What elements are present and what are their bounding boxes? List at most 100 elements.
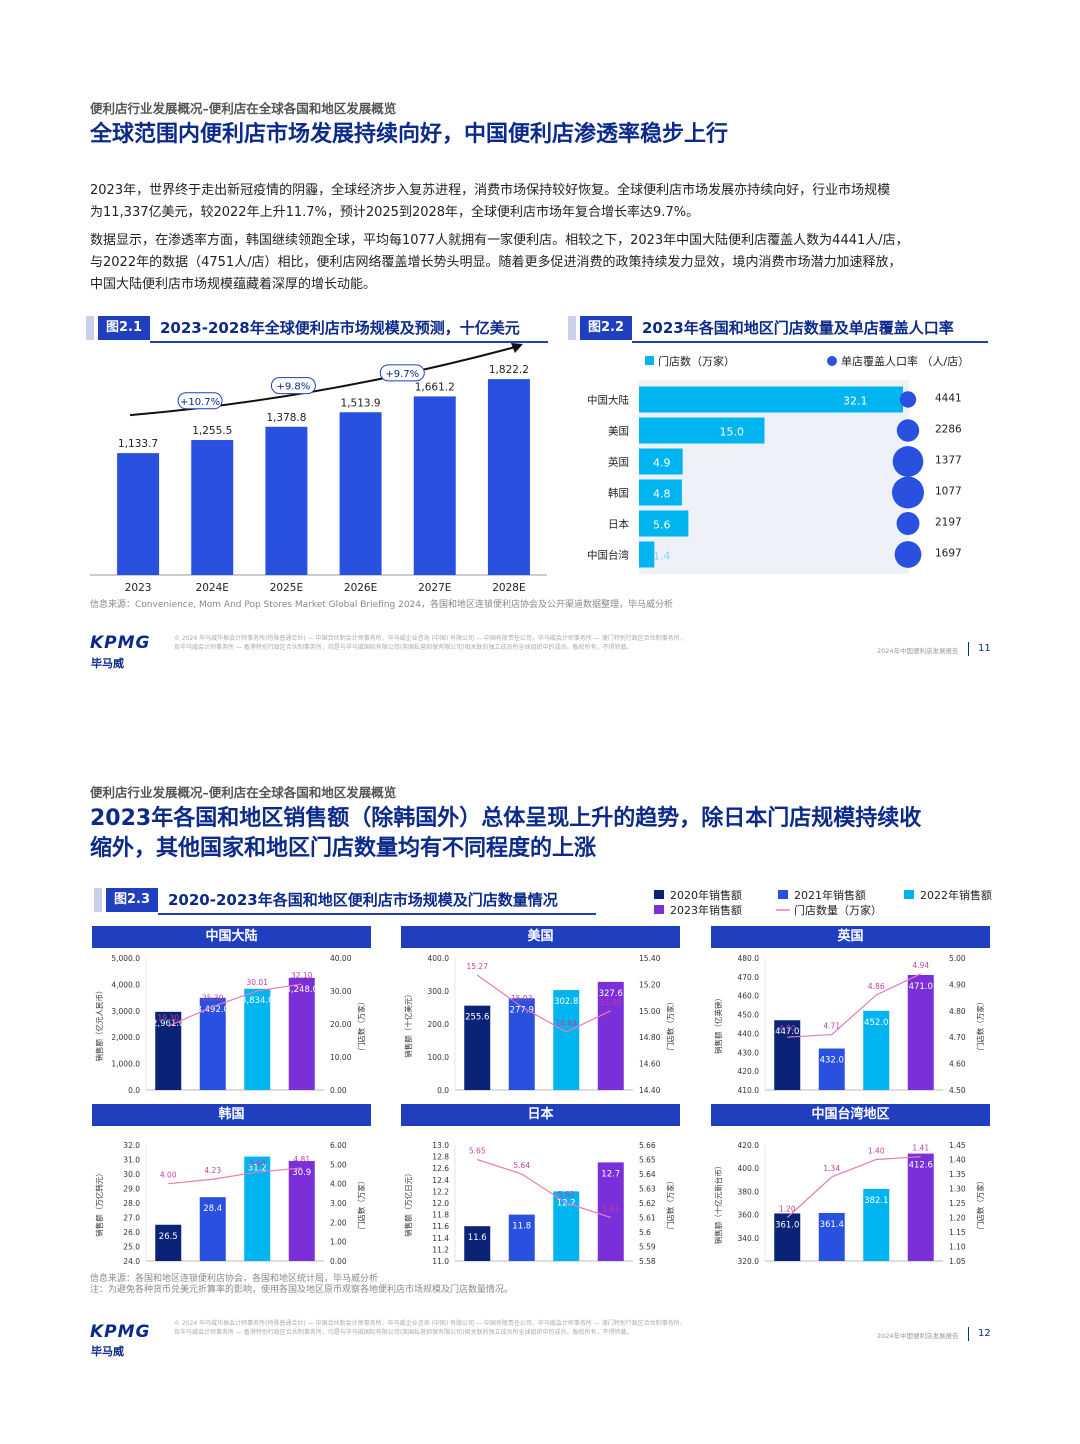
panel-bar-3-1 — [199, 1197, 226, 1261]
panel-y2tick-1-4: 15.20 — [639, 980, 661, 989]
fig22-store-label-1: 15.0 — [719, 426, 744, 439]
panel-bar-5-3 — [907, 1153, 934, 1261]
panel-ytick-3-5: 29.0 — [123, 1185, 140, 1194]
panel-ytick-2-5: 460.0 — [738, 992, 760, 1001]
panel-ytick-3-7: 31.0 — [123, 1156, 140, 1165]
panel-sales-label-5-3: 412.6 — [909, 1161, 933, 1171]
panel-sales-label-2-3: 471.0 — [909, 982, 933, 992]
panel-y2tick-2-0: 4.50 — [949, 1086, 966, 1095]
panel-ytick-5-1: 340.0 — [738, 1234, 760, 1243]
fig23-tag-label: 图2.3 — [106, 888, 158, 912]
fig23-title: 2020-2023年各国和地区便利店市场规模及门店数量情况 — [168, 891, 558, 909]
panel-y2tick-3-3: 3.00 — [330, 1199, 347, 1208]
fig21-x-label-2: 2025E — [270, 582, 303, 594]
fig22-coverage-dot-4 — [896, 512, 920, 535]
panel-ytick-4-7: 12.4 — [432, 1176, 449, 1185]
panel-ytick-3-3: 27.0 — [123, 1214, 140, 1223]
fig23-tag: 图2.3 2020-2023年各国和地区便利店市场规模及门店数量情况 — [106, 888, 606, 915]
panel-store-label-0-2: 30.01 — [247, 978, 269, 987]
panel-y2tick-5-2: 1.15 — [949, 1228, 966, 1237]
panel-y2tick-1-2: 14.80 — [639, 1033, 661, 1042]
panel-ytick-5-0: 320.0 — [738, 1257, 760, 1266]
para2-line3: 中国大陆便利店市场规模蕴藏着深厚的增长动能。 — [90, 277, 377, 292]
fig22-coverage-label-0: 4441 — [935, 393, 962, 405]
panel-ytick-0-5: 5,000.0 — [111, 954, 140, 963]
panel-chart-china: 0.0 1,000.0 2,000.0 3,000.0 4,000.0 5,000.0 0.… — [94, 954, 366, 1095]
panel-sales-label-5-2: 382.1 — [864, 1196, 888, 1206]
panel-store-label-2-1: 4.71 — [823, 1022, 840, 1031]
panel-ytick-1-1: 100.0 — [428, 1053, 450, 1062]
panel-y2tick-2-2: 4.70 — [949, 1033, 966, 1042]
panel-bar-1-1 — [508, 998, 535, 1090]
panel-y2tick-1-5: 15.40 — [639, 954, 661, 963]
panel-store-line-1 — [476, 974, 612, 1033]
fig22-coverage-dot-3 — [892, 476, 924, 509]
panel-y2tick-1-3: 15.00 — [639, 1007, 661, 1016]
panel-sales-label-3-0: 26.5 — [159, 1232, 178, 1242]
breadcrumb-p1: 便利店行业发展概况–便利店在全球各国和地区发展概览 — [90, 101, 397, 116]
para2-line2: 与2022年的数据（4751人/店）相比，便利店网络覆盖增长势头明显。随着更多促… — [90, 255, 902, 270]
panel-ytick-4-3: 11.6 — [432, 1222, 449, 1231]
panel-bar-2-0 — [774, 1020, 801, 1090]
panel-y2tick-4-1: 5.59 — [639, 1243, 656, 1252]
panel-bar-2-1 — [818, 1048, 845, 1090]
panel-ytick-0-3: 3,000.0 — [111, 1007, 140, 1016]
panel-y2tick-3-6: 6.00 — [330, 1141, 347, 1150]
page-title-p2: 2023年各国和地区销售额（除韩国外）总体呈现上升的趋势，除日本门店规模持续收 … — [90, 804, 1030, 864]
fig22-category-4: 日本 — [608, 518, 629, 531]
panel-ytick-3-4: 28.0 — [123, 1199, 140, 1208]
fig21-value-label-5: 1,822.2 — [489, 364, 529, 376]
panel-ylabel-4: 销售额（万亿日元） — [403, 1169, 413, 1237]
panel-store-line-3 — [168, 1167, 302, 1185]
fig21-tag-label: 图2.1 — [98, 316, 150, 340]
fig22-store-label-2: 4.9 — [653, 457, 671, 470]
panel-bar-4-1 — [508, 1214, 535, 1261]
fig22-coverage-label-2: 1377 — [935, 455, 962, 467]
panel-y2tick-4-7: 5.65 — [639, 1156, 656, 1165]
report-name-p2: 2024年中国便利店发展报告 — [877, 1332, 959, 1340]
fig21-bar-2024E — [191, 440, 234, 575]
panel-y2tick-3-1: 1.00 — [330, 1238, 347, 1247]
panel-ylabel-2: 销售额（亿英镑） — [713, 994, 723, 1054]
panel-store-label-1-3: 15.00 — [600, 998, 622, 1007]
panel-y2tick-0-3: 30.00 — [330, 987, 352, 996]
fig21-x-label-5: 2028E — [492, 582, 525, 594]
panel-sales-label-4-3: 12.7 — [601, 1169, 620, 1179]
panel-sales-label-2-2: 452.0 — [864, 1018, 888, 1028]
fig23-legend-swatch-1 — [778, 890, 788, 899]
fig22-title-underline — [632, 341, 988, 343]
fig23-legend-item-1: 2021年销售额 — [794, 888, 866, 902]
panel-store-label-4-2: 5.62 — [558, 1190, 575, 1199]
panel-bar-5-1 — [818, 1212, 845, 1261]
para1-line1: 2023年，世界终于走出新冠疫情的阴霾，全球经济步入复苏进程，消费市场保持较好恢… — [90, 183, 891, 198]
panel-y2tick-5-4: 1.25 — [949, 1199, 966, 1208]
footer-divider-p1 — [968, 642, 969, 656]
panel-y2tick-4-0: 5.58 — [639, 1257, 656, 1266]
page-number-p2: 12 — [978, 1328, 991, 1339]
legal-p1-line1: © 2024 毕马威华振会计师事务所(特殊普通合伙) — 中国合伙制会计师事务所… — [174, 635, 686, 642]
panel-y2tick-3-2: 2.00 — [330, 1218, 347, 1227]
fig21-growth-label-1: +9.8% — [276, 382, 310, 393]
panel-bar-2-2 — [863, 1010, 890, 1090]
panel-y2label-1: 门店数（万家） — [665, 998, 675, 1051]
fig21-value-label-1: 1,255.5 — [192, 425, 232, 437]
panel-y2tick-1-0: 14.40 — [639, 1086, 661, 1095]
legal-p1-line2: 及毕马威会计师事务所 — 香港特别行政区合伙制事务所，均是与毕马威国际有限公司(… — [174, 644, 633, 651]
panel-ytick-2-0: 410.0 — [738, 1086, 760, 1095]
panel-ylabel-0: 销售额（亿元人民币） — [94, 987, 104, 1062]
panel-sales-label-2-0: 447.0 — [775, 1027, 799, 1037]
intro-paragraph-2: 数据显示，在渗透率方面，韩国继续领跑全球，平均每1077人就拥有一家便利店。相较… — [90, 230, 1010, 296]
panel-y2tick-3-0: 0.00 — [330, 1257, 347, 1266]
panel-chart-usa: 0.0 100.0 200.0 300.0 400.0 14.40 14.60 14.80 15… — [403, 954, 675, 1095]
panel-y2tick-5-1: 1.10 — [949, 1243, 966, 1252]
panel-ytick-3-0: 24.0 — [123, 1257, 140, 1266]
fig21-growth-badge-1 — [270, 377, 316, 395]
panel-bar-1-0 — [464, 1005, 491, 1090]
panel-store-line-2 — [787, 973, 922, 1038]
panel-y2tick-5-3: 1.20 — [949, 1214, 966, 1223]
panel-ytick-3-6: 30.0 — [123, 1170, 140, 1179]
kpmg-logo-cn-p2: 毕马威 — [91, 1345, 124, 1358]
panel-ytick-0-2: 2,000.0 — [111, 1033, 140, 1042]
fig22-store-bar-2 — [639, 448, 683, 475]
panel-y2tick-0-0: 0.00 — [330, 1086, 347, 1095]
